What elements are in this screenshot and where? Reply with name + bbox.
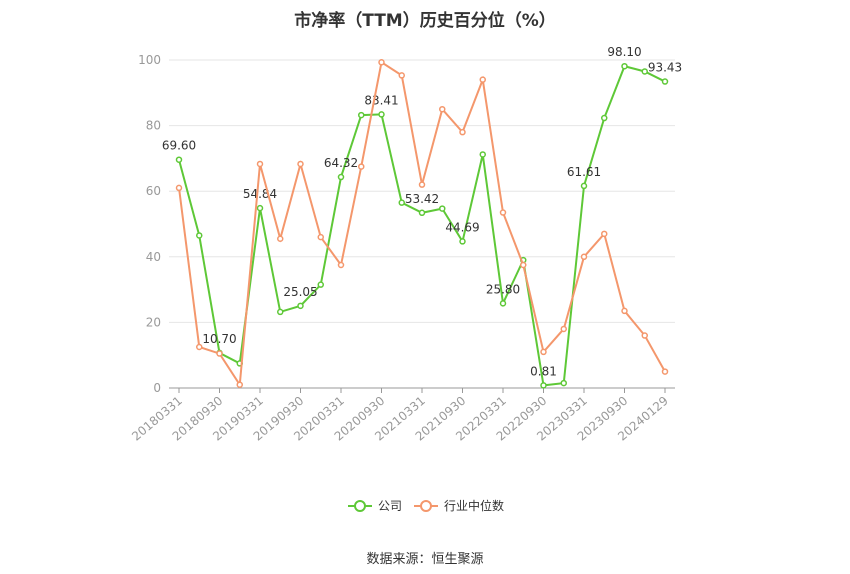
legend-label-1: 行业中位数 — [444, 498, 504, 513]
y-tick-label: 80 — [146, 119, 161, 133]
series-point-1 — [560, 325, 567, 333]
data-label: 83.41 — [364, 93, 398, 107]
series-point-0 — [277, 308, 284, 316]
data-label: 93.43 — [648, 61, 682, 75]
series-point-1 — [398, 72, 405, 79]
series-point-0 — [459, 238, 466, 245]
data-label: 69.60 — [162, 139, 196, 153]
series-point-1 — [601, 230, 608, 238]
series-point-0 — [641, 68, 648, 75]
series-point-1 — [236, 381, 243, 388]
series-point-0 — [580, 182, 588, 190]
series-point-0 — [378, 111, 385, 118]
data-label: 98.10 — [607, 45, 641, 59]
series-point-0 — [499, 300, 507, 307]
series-point-1 — [175, 184, 183, 192]
series-point-1 — [277, 235, 284, 243]
legend-label-0: 公司 — [378, 499, 402, 513]
series-point-1 — [621, 307, 628, 315]
series-point-0 — [621, 62, 628, 70]
series-point-1 — [358, 163, 365, 170]
series-point-0 — [540, 382, 547, 389]
series-point-0 — [661, 78, 669, 85]
data-label: 53.42 — [405, 192, 439, 206]
series-point-1 — [499, 209, 507, 216]
series-point-0 — [358, 111, 365, 119]
y-tick-label: 0 — [153, 381, 161, 395]
series-point-1 — [216, 350, 223, 357]
series-point-1 — [459, 128, 466, 136]
series-point-0 — [398, 199, 405, 206]
series-point-1 — [661, 368, 669, 375]
series-point-0 — [601, 114, 608, 122]
data-label: 0.81 — [530, 364, 557, 378]
y-tick-label: 100 — [138, 53, 161, 67]
chart-title: 市净率（TTM）历史百分位（%） — [294, 11, 556, 31]
series-point-1 — [479, 76, 486, 83]
series-point-0 — [256, 204, 264, 212]
series-point-0 — [479, 151, 486, 158]
data-source: 数据来源：恒生聚源 — [366, 552, 484, 567]
series-point-0 — [175, 156, 183, 163]
data-label: 25.05 — [283, 285, 317, 299]
data-label: 10.70 — [202, 332, 236, 346]
legend-marker-0 — [354, 500, 366, 512]
series-point-0 — [439, 205, 446, 212]
series-point-1 — [540, 348, 547, 356]
data-label: 61.61 — [567, 165, 601, 179]
series-point-1 — [520, 261, 527, 269]
series-line-1 — [178, 60, 666, 388]
legend-marker-1 — [420, 500, 432, 512]
data-label: 64.32 — [324, 156, 358, 170]
series-point-1 — [196, 343, 203, 351]
series-point-1 — [439, 105, 446, 113]
series-point-1 — [418, 181, 426, 188]
y-tick-label: 40 — [146, 250, 161, 264]
series-point-1 — [317, 233, 324, 241]
series-point-1 — [297, 160, 304, 168]
series-point-0 — [560, 379, 567, 387]
data-label: 54.84 — [243, 187, 277, 201]
y-tick-label: 60 — [146, 184, 161, 198]
series-point-1 — [337, 261, 345, 269]
series-point-0 — [317, 281, 324, 288]
series-point-1 — [378, 59, 385, 66]
series-point-0 — [297, 302, 304, 310]
series-point-0 — [337, 173, 345, 181]
data-label: 44.69 — [445, 220, 479, 234]
series-point-1 — [256, 160, 264, 168]
series-point-1 — [580, 253, 588, 261]
y-tick-label: 20 — [146, 315, 161, 329]
series-point-0 — [418, 209, 426, 217]
series-point-0 — [196, 232, 203, 239]
series-point-1 — [641, 332, 648, 339]
data-label: 25.80 — [486, 282, 520, 296]
series-line-0 — [178, 65, 666, 387]
